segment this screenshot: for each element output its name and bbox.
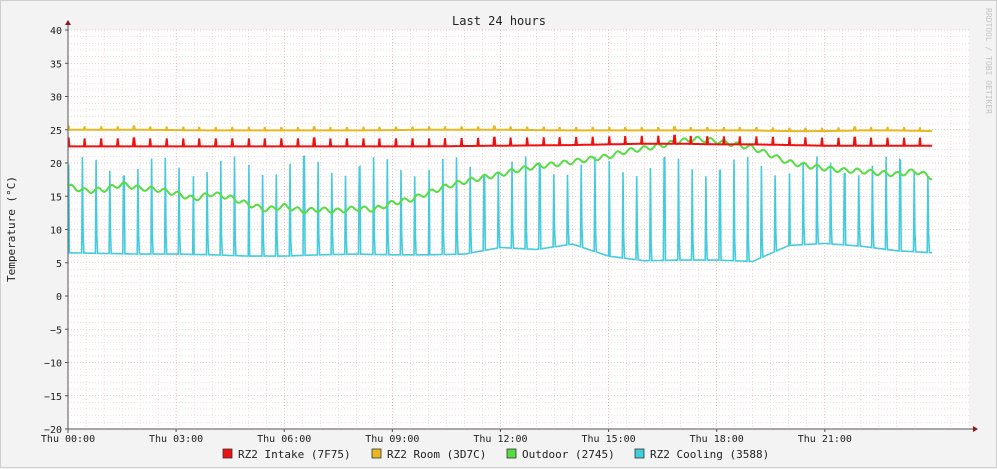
y-tick-label: 10 (50, 226, 62, 237)
chart-axes (65, 20, 978, 433)
series-line (67, 155, 933, 263)
y-tick-labels: −20 −15 −10 −5 0 5 10 15 20 25 30 35 40 (44, 26, 68, 436)
x-tick-label: Thu 15:00 (582, 434, 636, 445)
y-tick-label: 5 (56, 259, 62, 270)
y-tick-label: 40 (50, 26, 62, 37)
x-tick-label: Thu 06:00 (257, 434, 311, 445)
rrdtool-watermark: RRDTOOL / TOBI OETIKER (984, 8, 993, 114)
legend-label: RZ2 Cooling (3588) (650, 448, 769, 461)
legend-label: Outdoor (2745) (522, 448, 615, 461)
legend-swatch (634, 448, 645, 459)
series-line (67, 134, 933, 148)
chart-title: Last 24 hours (452, 14, 546, 28)
y-tick-label: 35 (50, 59, 62, 70)
x-tick-label: Thu 09:00 (365, 434, 419, 445)
y-tick-label: 25 (50, 126, 62, 137)
legend-label: RZ2 Room (3D7C) (387, 448, 486, 461)
y-tick-label: 0 (56, 292, 62, 303)
y-tick-label: −5 (50, 325, 62, 336)
x-tick-label: Thu 18:00 (690, 434, 744, 445)
x-tick-label: Thu 00:00 (41, 434, 95, 445)
chart-grid (67, 29, 969, 430)
x-tick-label: Thu 03:00 (149, 434, 203, 445)
y-axis-label: Temperature (°C) (5, 176, 18, 282)
y-tick-label: 15 (50, 192, 62, 203)
legend-swatch (506, 448, 517, 459)
series-line (67, 135, 933, 214)
legend-swatch (222, 448, 233, 459)
legend-swatch (371, 448, 382, 459)
y-tick-label: −20 (44, 425, 62, 436)
legend-label: RZ2 Intake (7F75) (238, 448, 351, 461)
x-tick-labels: Thu 00:00 Thu 03:00 Thu 06:00 Thu 09:00 Thu … (41, 429, 852, 445)
y-axis-arrow (65, 20, 71, 25)
chart-legend: RZ2 Intake (7F75) RZ2 Room (3D7C) Outdoor … (222, 448, 769, 461)
x-tick-label: Thu 21:00 (798, 434, 852, 445)
y-tick-label: 30 (50, 93, 62, 104)
y-tick-label: −15 (44, 392, 62, 403)
y-tick-label: −10 (44, 359, 62, 370)
y-tick-label: 20 (50, 159, 62, 170)
x-tick-label: Thu 12:00 (473, 434, 527, 445)
chart-series (67, 125, 933, 263)
x-axis-arrow (973, 426, 978, 432)
series-line (67, 125, 933, 133)
